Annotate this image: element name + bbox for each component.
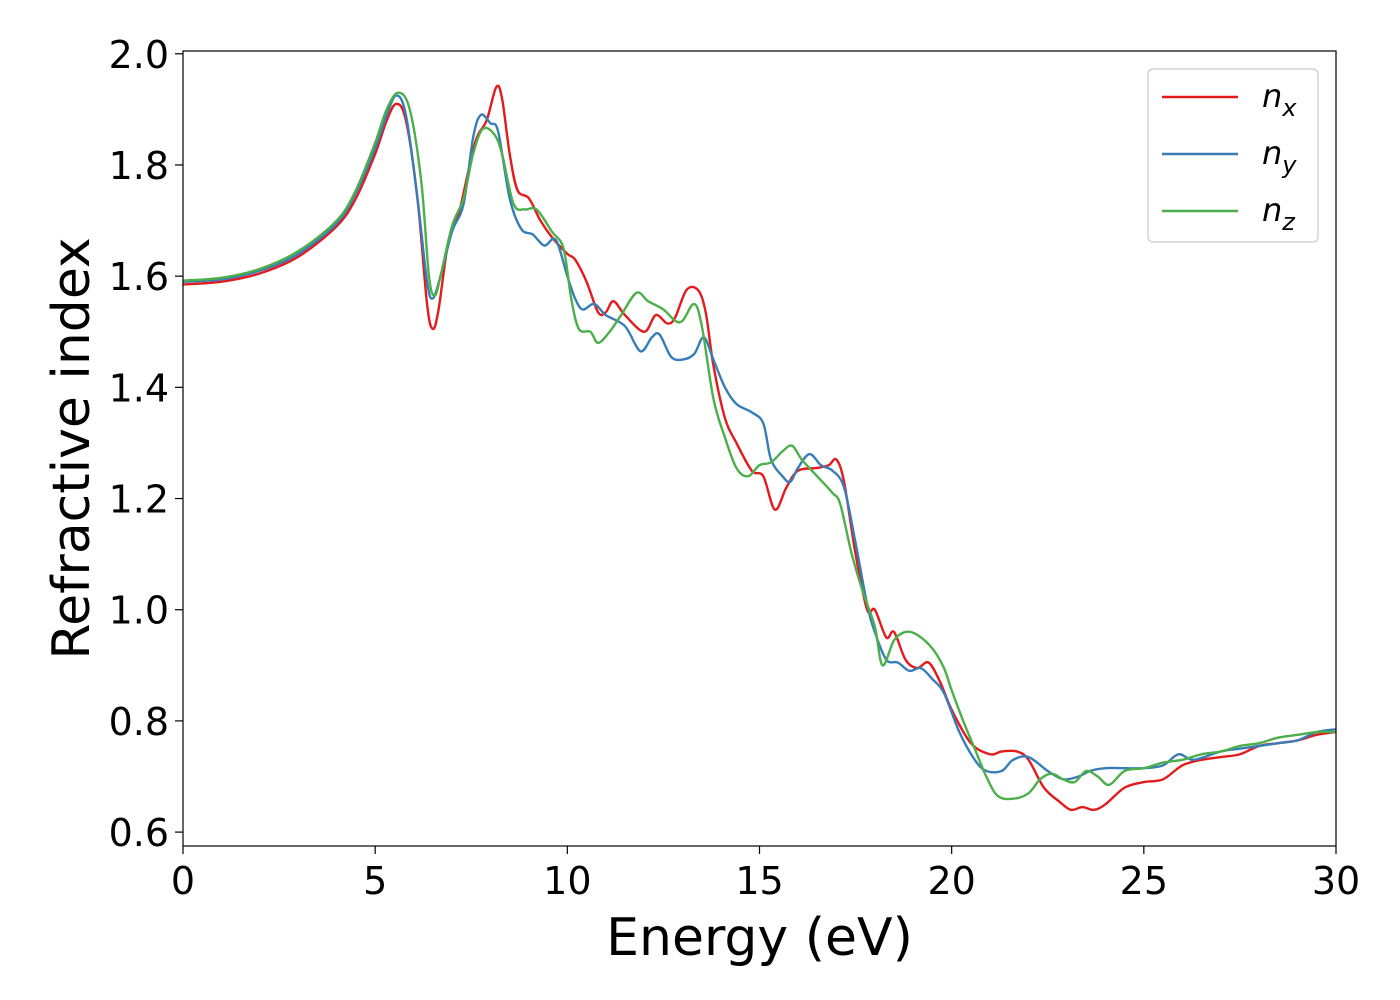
- y-tick-label: 1.0: [109, 589, 169, 633]
- y-axis-title: Refractive index: [42, 237, 102, 659]
- x-tick-label: 20: [927, 859, 975, 903]
- legend-entry-x: nx: [1262, 77, 1297, 122]
- legend-entry-y: ny: [1262, 134, 1297, 179]
- series-line-z: [183, 91, 1336, 801]
- ticks-layer: 0 5 10 15 20 25 30 0.6 0.8 1.0 1.2 1.4 1.6 1.8 2.0: [109, 33, 1361, 903]
- legend-label-base: n: [1262, 134, 1282, 172]
- series-layer: [183, 84, 1336, 812]
- y-tick-label: 1.4: [109, 366, 169, 410]
- x-tick-label: 0: [171, 859, 195, 903]
- x-tick-label: 10: [543, 859, 591, 903]
- legend-label-sub: y: [1281, 151, 1297, 179]
- legend-label-sub: x: [1281, 94, 1297, 122]
- legend-label-base: n: [1262, 191, 1282, 229]
- y-tick-label: 0.8: [109, 700, 169, 744]
- x-tick-label: 25: [1120, 859, 1168, 903]
- legend-box: [1147, 68, 1319, 243]
- x-tick-label: 15: [735, 859, 783, 903]
- y-tick-label: 1.8: [109, 144, 169, 188]
- y-tick-label: 0.6: [109, 811, 169, 855]
- y-tick-label: 2.0: [109, 33, 169, 77]
- series-line-x: [183, 84, 1336, 812]
- legend-entry-z: nz: [1262, 191, 1296, 236]
- y-tick-label: 1.6: [109, 255, 169, 299]
- x-tick-label: 5: [363, 859, 387, 903]
- legend-label-sub: z: [1281, 208, 1296, 236]
- legend-label-base: n: [1262, 77, 1282, 115]
- x-axis-title: Energy (eV): [606, 908, 913, 968]
- x-tick-label: 30: [1312, 859, 1360, 903]
- y-tick-label: 1.2: [109, 478, 169, 522]
